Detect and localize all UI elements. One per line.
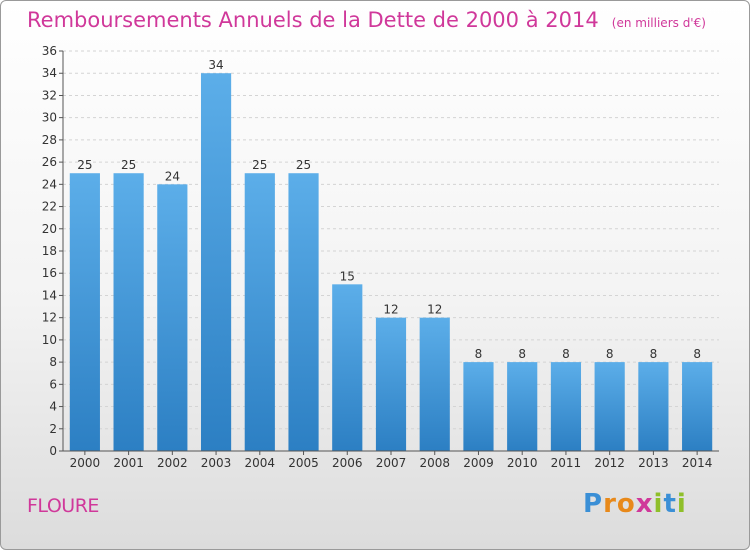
x-tick-label: 2002 [157,456,188,470]
bar [69,173,100,451]
bar [244,173,275,451]
logo-letter: P [583,489,604,519]
bar [332,284,363,451]
y-tick-label: 30 [42,111,57,125]
bar [507,362,538,451]
x-tick-label: 2011 [551,456,582,470]
place-name: FLOURE [27,495,99,517]
y-tick-label: 6 [49,377,57,391]
y-tick-label: 26 [42,155,57,169]
bar-value-label: 8 [475,347,483,361]
bar-value-label: 34 [208,58,223,72]
bar [200,73,232,451]
x-tick-label: 2012 [594,456,625,470]
bars: 25 25 24 34 25 25 15 12 12 8 8 8 8 8 8 [69,58,713,452]
chart-title: Remboursements Annuels de la Dette de 20… [27,8,599,32]
logo-letter: i [676,489,687,519]
y-tick-label: 32 [42,88,57,102]
bar [463,362,494,451]
x-tick-label: 2007 [376,456,407,470]
logo-letter: t [663,489,677,519]
bar-value-label: 8 [562,347,570,361]
bar-value-label: 8 [693,347,701,361]
y-tick-label: 0 [49,444,57,458]
y-tick-label: 34 [42,66,57,80]
y-tick-label: 20 [42,222,57,236]
y-tick-label: 12 [42,311,57,325]
y-tick-label: 24 [42,177,57,191]
bar-value-label: 25 [296,158,311,172]
y-tick-label: 28 [42,133,57,147]
x-tick-label: 2001 [113,456,144,470]
bar [682,362,713,451]
logo-letter: o [616,489,636,519]
x-tick-label: 2004 [245,456,276,470]
logo-letter: x [635,489,654,519]
proxiti-logo: Proxiti [583,489,687,519]
y-tick-label: 10 [42,333,57,347]
bar-value-label: 25 [77,158,92,172]
y-tick-label: 8 [49,355,57,369]
y-tick-label: 2 [49,422,57,436]
bar-value-label: 8 [606,347,614,361]
x-tick-label: 2013 [638,456,669,470]
x-tick-label: 2009 [463,456,494,470]
x-tick-label: 2003 [201,456,232,470]
chart-subtitle: (en milliers d'€) [611,16,706,30]
bar [157,184,188,452]
x-tick-label: 2014 [682,456,713,470]
y-tick-label: 14 [42,288,57,302]
bar [375,317,407,451]
bar [288,173,319,451]
bar [419,317,450,451]
chart-title-block: Remboursements Annuels de la Dette de 20… [27,8,706,32]
bar-value-label: 24 [165,169,180,183]
bar [638,362,669,451]
bar [594,362,625,451]
x-tick-label: 2005 [288,456,319,470]
y-tick-label: 18 [42,244,57,258]
x-tick-label: 2010 [507,456,538,470]
y-tick-label: 4 [49,400,57,414]
bar-value-label: 15 [340,269,355,283]
x-tick-label: 2008 [419,456,450,470]
bar-value-label: 25 [252,158,267,172]
y-tick-label: 36 [42,44,57,58]
y-tick-label: 16 [42,266,57,280]
x-axis: 2000 2001 2002 2003 2004 2005 2006 2007 2008 2009… [63,450,719,470]
logo-letter: r [603,489,617,519]
bar-value-label: 25 [121,158,136,172]
logo-letter: i [653,489,664,519]
bar-value-label: 12 [427,303,442,317]
bar [550,362,582,451]
y-tick-label: 22 [42,200,57,214]
bar [113,173,144,451]
x-tick-label: 2000 [70,456,101,470]
bar-value-label: 8 [650,347,658,361]
bar-value-label: 12 [383,303,398,317]
x-tick-label: 2006 [332,456,363,470]
bar-value-label: 8 [518,347,526,361]
